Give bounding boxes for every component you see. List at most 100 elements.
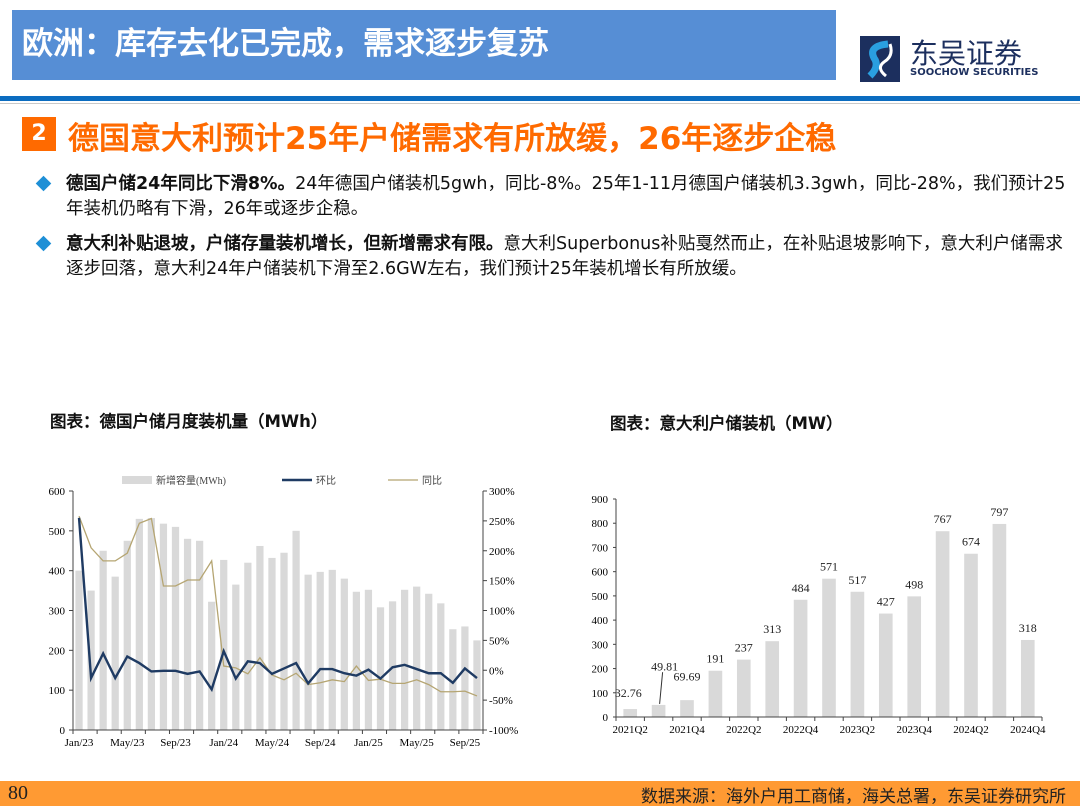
x-tick: 2023Q4 bbox=[896, 724, 932, 736]
y-tick-left: 200 bbox=[49, 645, 66, 657]
x-tick: 2024Q4 bbox=[1010, 724, 1046, 736]
y-tick-left: 600 bbox=[49, 486, 66, 498]
bullet-text: 意大利Superbonus补贴戛然而止，在补贴退坡影响下，意大利户储需求逐步回落… bbox=[66, 234, 1063, 279]
y-tick-right: 200% bbox=[489, 546, 515, 558]
y-tick-right: -50% bbox=[489, 695, 513, 707]
data-label: 427 bbox=[877, 595, 895, 609]
bar-May/23 bbox=[123, 540, 131, 730]
x-tick: 2024Q2 bbox=[953, 724, 988, 736]
bar-Jun/25 bbox=[425, 593, 433, 730]
x-tick: Sep/25 bbox=[450, 737, 481, 749]
yoy-line bbox=[78, 515, 478, 697]
data-label: 484 bbox=[792, 581, 810, 595]
bar-Aug/25 bbox=[449, 629, 457, 730]
bar-2023Q1 bbox=[822, 578, 836, 717]
footer-bar bbox=[0, 781, 1080, 806]
bullet-bold: 意大利补贴退坡，户储存量装机增长，但新增需求有限。 bbox=[66, 234, 504, 254]
y-tick: 300 bbox=[592, 639, 609, 651]
bar-May/24 bbox=[268, 557, 276, 730]
y-tick: 200 bbox=[592, 664, 609, 676]
divider-thin bbox=[0, 103, 1080, 104]
x-tick: 2021Q4 bbox=[669, 724, 705, 736]
chart-title-germany: 图表：德国户储月度装机量（MWh） bbox=[50, 412, 328, 431]
y-tick-left: 400 bbox=[49, 566, 66, 578]
bar-Jul/25 bbox=[437, 603, 445, 730]
data-label: 498 bbox=[905, 577, 923, 591]
y-tick: 900 bbox=[592, 494, 609, 506]
y-tick-right: 0% bbox=[489, 665, 504, 677]
bar-Feb/24 bbox=[232, 584, 240, 730]
data-label: 69.69 bbox=[674, 670, 701, 684]
bar-Jan/23 bbox=[75, 570, 83, 730]
data-label: 237 bbox=[735, 641, 753, 655]
bar-Dec/24 bbox=[352, 591, 360, 730]
bar-Mar/24 bbox=[244, 562, 252, 730]
bar-Mar/25 bbox=[388, 601, 397, 730]
bar-2022Q2 bbox=[736, 659, 751, 717]
data-label: 313 bbox=[763, 622, 781, 636]
x-tick: Jan/24 bbox=[209, 737, 238, 749]
section-heading: 德国意大利预计25年户储需求有所放缓，26年逐步企稳 bbox=[68, 121, 837, 157]
bar-Dec/23 bbox=[208, 601, 216, 730]
bar-2021Q4 bbox=[680, 700, 694, 717]
y-tick-right: 250% bbox=[489, 516, 515, 528]
bar-Jan/24 bbox=[220, 559, 228, 730]
x-tick: Jan/25 bbox=[354, 737, 383, 749]
data-label: 767 bbox=[934, 512, 952, 526]
y-tick: 700 bbox=[592, 542, 609, 554]
mom-line bbox=[77, 517, 478, 693]
bar-Oct/24 bbox=[328, 569, 336, 730]
bar-Jun/23 bbox=[135, 518, 143, 730]
data-label: 571 bbox=[820, 560, 838, 574]
bar-2021Q3 bbox=[651, 704, 666, 717]
bar-Sep/23 bbox=[171, 526, 180, 730]
bar-2022Q4 bbox=[793, 599, 808, 717]
data-label: 797 bbox=[990, 505, 1008, 519]
y-tick-right: 100% bbox=[489, 606, 515, 618]
bar-2023Q3 bbox=[878, 613, 893, 717]
bar-2023Q2 bbox=[850, 591, 865, 717]
data-label: 49.81 bbox=[651, 660, 678, 674]
y-tick: 400 bbox=[592, 615, 609, 627]
bar-2024Q1 bbox=[935, 531, 950, 717]
bullet-text: 24年德国户储装机5gwh，同比-8%。25年1-11月德国户储装机3.3gwh… bbox=[66, 174, 1066, 219]
bar-Sep/24 bbox=[316, 571, 324, 730]
bar-2023Q4 bbox=[907, 596, 922, 717]
legend-swatch-bar bbox=[122, 476, 152, 484]
bar-Oct/25 bbox=[473, 640, 481, 730]
y-tick: 600 bbox=[592, 567, 609, 579]
bar-2024Q4 bbox=[1020, 639, 1035, 717]
bar-Jan/25 bbox=[364, 589, 373, 730]
y-tick-left: 500 bbox=[49, 526, 66, 538]
x-tick: 2021Q2 bbox=[612, 724, 647, 736]
bullet-italy: 意大利补贴退坡，户储存量装机增长，但新增需求有限。意大利Superbonus补贴… bbox=[35, 232, 1068, 282]
bar-Mar/23 bbox=[99, 550, 107, 730]
x-tick: 2023Q2 bbox=[840, 724, 875, 736]
bar-Sep/25 bbox=[461, 626, 469, 730]
y-tick: 500 bbox=[592, 591, 609, 603]
y-tick-left: 300 bbox=[49, 606, 66, 618]
x-tick: Jan/23 bbox=[65, 737, 94, 749]
x-tick: 2022Q2 bbox=[726, 724, 761, 736]
bar-Apr/25 bbox=[401, 589, 409, 730]
data-source: 数据来源：海外户用工商储，海关总署，东吴证券研究所 bbox=[641, 787, 1066, 807]
section-number-badge: 2 bbox=[22, 117, 56, 151]
data-label: 32.76 bbox=[615, 686, 642, 700]
x-tick: Sep/24 bbox=[305, 737, 336, 749]
bar-Jul/24 bbox=[292, 530, 300, 730]
soochow-logo: 东吴证券 SOOCHOW SECURITIES bbox=[860, 36, 1050, 82]
divider bbox=[0, 96, 1080, 101]
legend-label: 同比 bbox=[422, 475, 442, 487]
y-tick-left: 100 bbox=[49, 685, 66, 697]
chart-title-italy: 图表：意大利户储装机（MW） bbox=[610, 414, 843, 433]
data-label: 318 bbox=[1019, 621, 1037, 635]
x-tick: May/25 bbox=[400, 737, 435, 749]
x-tick: May/24 bbox=[255, 737, 290, 749]
bar-Apr/24 bbox=[256, 545, 264, 730]
bar-Feb/23 bbox=[87, 590, 95, 730]
bar-2024Q3 bbox=[992, 523, 1007, 717]
bar-Jul/23 bbox=[147, 518, 155, 730]
bar-Aug/23 bbox=[159, 523, 168, 730]
